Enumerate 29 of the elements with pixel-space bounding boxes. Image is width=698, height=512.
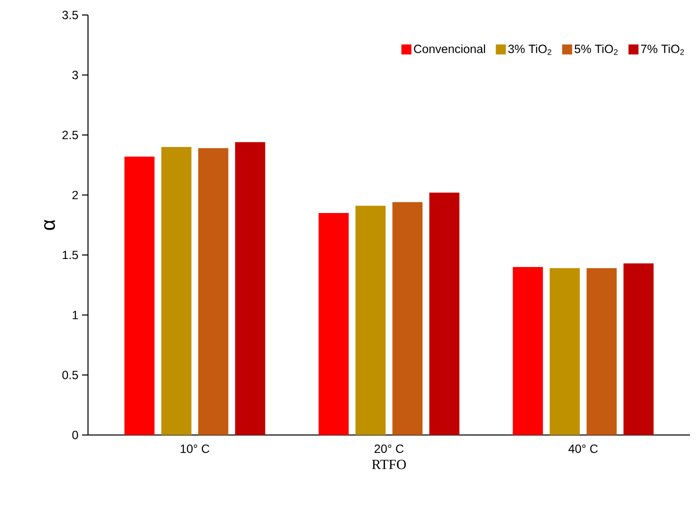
bar [198,148,228,435]
y-tick-label: 1 [72,310,78,320]
y-tick-label: 0 [72,430,78,440]
bar [235,142,266,435]
x-tick-label: 20° C [374,444,404,453]
bar [392,202,423,435]
y-tick-label: 2 [72,190,78,200]
bar [623,263,654,435]
y-tick-label: 0.5 [62,370,78,380]
bar [512,266,543,435]
bar [124,156,155,435]
y-tick-label: 3 [72,70,78,80]
bar [550,268,580,435]
bar [586,268,617,435]
bar [429,192,460,435]
bar [161,146,192,435]
bar [356,206,386,435]
y-tick-label: 1.5 [62,250,78,260]
bar [318,212,349,435]
legend-label: 7% TiO$_{2}$ [641,44,684,55]
y-tick-label: 2.5 [62,130,78,140]
y-axis-title: α [44,220,56,230]
x-axis-title: RTFO [372,460,406,470]
legend-label: Convencional [414,44,486,54]
legend-label: 3% TiO$_{2}$ [508,44,552,55]
y-tick-label: 3.5 [62,10,78,20]
x-tick-label: 10° C [180,444,210,453]
x-tick-label: 40° C [568,444,598,453]
legend-label: 5% TiO$_{2}$ [574,44,618,55]
